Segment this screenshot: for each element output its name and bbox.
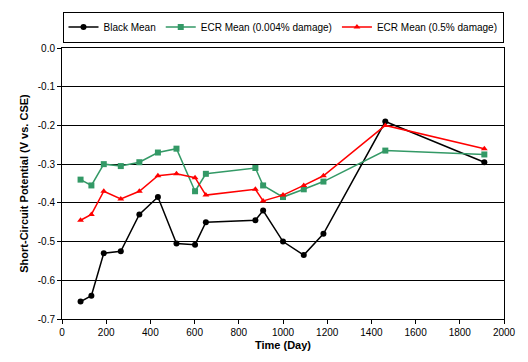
svg-text:1400: 1400 — [360, 327, 383, 338]
svg-text:ECR Mean (0.5% damage): ECR Mean (0.5% damage) — [377, 22, 497, 33]
svg-text:800: 800 — [230, 327, 247, 338]
svg-text:400: 400 — [142, 327, 159, 338]
svg-text:-0.1: -0.1 — [38, 81, 56, 92]
svg-text:ECR Mean (0.004% damage): ECR Mean (0.004% damage) — [201, 22, 332, 33]
svg-text:-0.7: -0.7 — [38, 314, 56, 325]
svg-text:0.0: 0.0 — [41, 43, 55, 54]
svg-text:-0.3: -0.3 — [38, 159, 56, 170]
svg-text:-0.4: -0.4 — [38, 197, 56, 208]
svg-text:2000: 2000 — [493, 327, 516, 338]
svg-text:600: 600 — [186, 327, 203, 338]
svg-text:1000: 1000 — [272, 327, 295, 338]
svg-text:1800: 1800 — [449, 327, 472, 338]
svg-text:Time (Day): Time (Day) — [255, 339, 311, 351]
svg-text:Short-Circuit Potential (V vs.: Short-Circuit Potential (V vs. CSE) — [18, 94, 30, 273]
svg-text:1600: 1600 — [404, 327, 427, 338]
svg-text:-0.5: -0.5 — [38, 236, 56, 247]
svg-text:1200: 1200 — [316, 327, 339, 338]
svg-text:0: 0 — [59, 327, 65, 338]
svg-text:-0.6: -0.6 — [38, 275, 56, 286]
svg-text:200: 200 — [98, 327, 115, 338]
svg-text:Black Mean: Black Mean — [104, 22, 156, 33]
svg-text:-0.2: -0.2 — [38, 120, 56, 131]
